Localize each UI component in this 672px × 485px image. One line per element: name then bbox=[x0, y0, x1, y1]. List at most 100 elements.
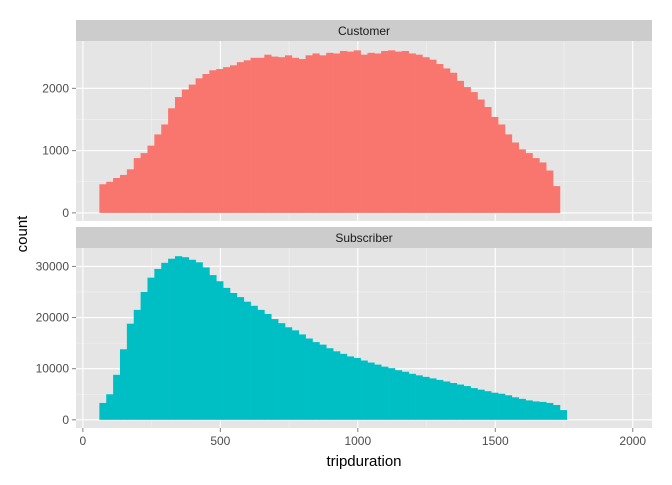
bar-subscriber bbox=[202, 267, 210, 420]
bar-subscriber bbox=[346, 356, 355, 420]
bar-customer bbox=[181, 89, 190, 213]
bar-subscriber bbox=[477, 389, 485, 420]
bar-subscriber bbox=[491, 392, 499, 420]
bar-subscriber bbox=[257, 309, 265, 420]
bar-subscriber bbox=[133, 309, 141, 420]
facet-subscriber: Subscriber 0 10000 20000 30000 bbox=[36, 227, 652, 428]
bar-subscriber bbox=[209, 275, 217, 420]
bar-subscriber bbox=[161, 262, 169, 420]
bar-subscriber bbox=[319, 344, 327, 420]
bar-customer bbox=[209, 70, 217, 213]
bar-subscriber bbox=[278, 323, 286, 420]
bar-customer bbox=[133, 158, 141, 213]
bar-customer bbox=[174, 97, 183, 213]
y-tick-label: 20000 bbox=[36, 311, 70, 325]
bar-customer bbox=[168, 108, 176, 213]
bar-subscriber bbox=[539, 401, 547, 420]
bar-subscriber bbox=[532, 401, 540, 420]
bar-customer bbox=[484, 107, 492, 213]
y-tick-label: 1000 bbox=[42, 144, 69, 158]
y-tick-label: 0 bbox=[62, 413, 69, 427]
y-axis-title: count bbox=[14, 215, 31, 253]
bar-subscriber bbox=[119, 349, 128, 420]
bar-customer bbox=[271, 56, 279, 213]
bar-subscriber bbox=[174, 256, 183, 420]
bar-customer bbox=[539, 162, 547, 213]
bar-customer bbox=[511, 142, 520, 213]
y-tick-label: 30000 bbox=[36, 259, 70, 273]
bar-customer bbox=[518, 149, 526, 213]
bar-customer bbox=[291, 57, 300, 213]
bar-customer bbox=[415, 54, 423, 213]
bar-customer bbox=[119, 174, 128, 213]
bar-subscriber bbox=[168, 258, 176, 420]
bar-customer bbox=[429, 59, 437, 213]
x-tick-label: 2000 bbox=[619, 434, 646, 448]
bar-customer bbox=[140, 153, 148, 213]
x-tick-label: 1500 bbox=[482, 434, 509, 448]
bar-subscriber bbox=[284, 327, 293, 420]
bar-subscriber bbox=[511, 397, 520, 420]
y-tick-label: 10000 bbox=[36, 362, 70, 376]
strip-subscriber bbox=[76, 227, 652, 248]
bar-customer bbox=[195, 78, 203, 213]
bar-subscriber bbox=[106, 394, 114, 420]
bar-subscriber bbox=[264, 313, 272, 420]
bar-customer bbox=[360, 54, 368, 213]
bar-customer bbox=[106, 181, 114, 213]
bar-customer bbox=[374, 53, 382, 213]
bar-subscriber bbox=[312, 342, 320, 420]
bar-subscriber bbox=[154, 268, 162, 420]
bar-subscriber bbox=[250, 305, 258, 420]
bar-subscriber bbox=[518, 398, 526, 420]
bar-customer bbox=[305, 55, 313, 213]
bar-customer bbox=[463, 87, 471, 213]
bar-subscriber bbox=[195, 262, 203, 420]
y-tick-label: 0 bbox=[62, 206, 69, 220]
strip-label-subscriber: Subscriber bbox=[335, 231, 392, 245]
bar-subscriber bbox=[525, 400, 533, 420]
bar-subscriber bbox=[367, 362, 375, 420]
bar-subscriber bbox=[99, 402, 107, 420]
bar-customer bbox=[161, 124, 169, 213]
bar-customer bbox=[491, 116, 499, 213]
bar-subscriber bbox=[408, 373, 416, 420]
bar-customer bbox=[532, 158, 540, 213]
bar-subscriber bbox=[559, 410, 568, 420]
bar-customer bbox=[257, 57, 265, 213]
bar-customer bbox=[333, 53, 341, 213]
bar-subscriber bbox=[436, 379, 444, 420]
bar-customer bbox=[443, 68, 451, 213]
bar-customer bbox=[401, 50, 410, 213]
bar-subscriber bbox=[147, 277, 155, 420]
bar-customer bbox=[202, 74, 210, 213]
bar-subscriber bbox=[140, 291, 148, 420]
bar-subscriber bbox=[126, 323, 135, 420]
bar-customer bbox=[229, 65, 238, 213]
bar-customer bbox=[264, 54, 272, 213]
bar-subscriber bbox=[546, 402, 554, 420]
strip-label-customer: Customer bbox=[338, 24, 390, 38]
bar-customer bbox=[223, 67, 231, 213]
bar-subscriber bbox=[113, 374, 121, 420]
bar-subscriber bbox=[291, 330, 300, 420]
bar-subscriber bbox=[339, 353, 348, 420]
bar-subscriber bbox=[374, 364, 382, 420]
facet-customer: Customer 0 1000 2000 bbox=[42, 20, 652, 221]
bar-subscriber bbox=[498, 393, 506, 420]
bar-subscriber bbox=[243, 301, 251, 420]
bar-subscriber bbox=[360, 360, 368, 420]
bar-customer bbox=[113, 178, 121, 213]
bar-subscriber bbox=[236, 297, 245, 420]
bar-subscriber bbox=[271, 319, 279, 420]
bar-customer bbox=[367, 52, 375, 213]
bar-customer bbox=[147, 145, 155, 213]
bar-subscriber bbox=[415, 375, 423, 420]
bar-subscriber bbox=[401, 371, 410, 420]
bar-customer bbox=[326, 52, 334, 213]
bar-customer bbox=[470, 92, 478, 213]
bar-customer bbox=[216, 69, 224, 213]
y-axis-customer: 0 1000 2000 bbox=[42, 81, 76, 220]
bars-subscriber bbox=[99, 256, 568, 420]
